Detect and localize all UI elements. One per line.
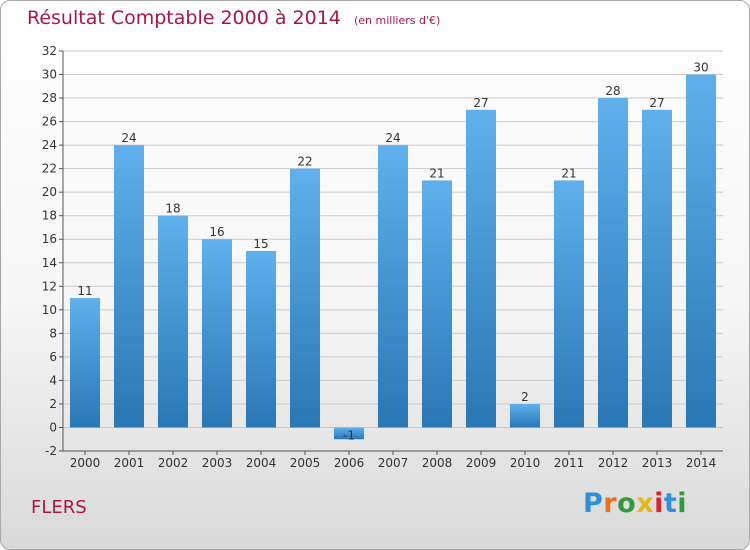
x-tick-label-2000: 2000 — [70, 456, 101, 470]
data-label-2002: 18 — [165, 202, 180, 216]
x-tick-label-2008: 2008 — [422, 456, 453, 470]
y-tick-label: 24 — [42, 138, 57, 152]
data-label-2010: 2 — [521, 390, 529, 404]
proxiti-logo: Proxiti — [583, 488, 687, 519]
bar-2014 — [686, 74, 716, 428]
x-tick-label-2009: 2009 — [466, 456, 497, 470]
y-tick-label: 12 — [42, 279, 57, 293]
data-label-2008: 21 — [429, 166, 444, 180]
x-tick-label-2010: 2010 — [510, 456, 541, 470]
y-tick-label: 22 — [42, 162, 57, 176]
y-tick-label: 18 — [42, 209, 57, 223]
logo-letter: x — [636, 488, 655, 519]
x-tick-label-2014: 2014 — [686, 456, 717, 470]
y-tick-label: -2 — [45, 444, 57, 458]
x-tick-label-2003: 2003 — [202, 456, 233, 470]
logo-letter: o — [617, 488, 637, 519]
bar-2005 — [290, 168, 320, 428]
y-tick-label: 2 — [49, 397, 57, 411]
logo-letter: P — [583, 488, 604, 519]
y-tick-label: 4 — [49, 373, 57, 387]
logo-letter: r — [603, 488, 618, 519]
bar-2003 — [202, 239, 232, 428]
data-label-2004: 15 — [253, 237, 268, 251]
data-label-2003: 16 — [209, 225, 224, 239]
x-tick-label-2013: 2013 — [642, 456, 673, 470]
x-tick-label-2005: 2005 — [290, 456, 321, 470]
x-tick-label-2004: 2004 — [246, 456, 277, 470]
y-tick-label: 0 — [49, 420, 57, 434]
y-tick-label: 30 — [42, 68, 57, 82]
bar-2002 — [158, 215, 188, 428]
y-tick-label: 10 — [42, 303, 57, 317]
y-tick-label: 14 — [42, 256, 57, 270]
chart-header: Résultat Comptable 2000 à 2014 (en milli… — [27, 7, 440, 29]
bar-2009 — [466, 109, 496, 428]
x-tick-label-2001: 2001 — [114, 456, 145, 470]
x-tick-label-2002: 2002 — [158, 456, 189, 470]
logo-letter: i — [654, 488, 664, 519]
chart-units: (en milliers d'€) — [353, 14, 441, 27]
data-label-2009: 27 — [473, 96, 488, 110]
data-label-2012: 28 — [605, 84, 620, 98]
bar-2000 — [70, 298, 100, 428]
y-tick-label: 28 — [42, 91, 57, 105]
bar-2004 — [246, 251, 276, 428]
bar-2012 — [598, 98, 628, 428]
bar-2011 — [554, 180, 584, 428]
bar-2008 — [422, 180, 452, 428]
bar-2001 — [114, 145, 144, 428]
town-name: FLERS — [31, 497, 87, 518]
x-tick-label-2007: 2007 — [378, 456, 409, 470]
bar-2013 — [642, 109, 672, 428]
data-label-2000: 11 — [77, 284, 92, 298]
data-label-2005: 22 — [297, 155, 312, 169]
x-tick-label-2011: 2011 — [554, 456, 585, 470]
logo-letter: i — [677, 488, 688, 519]
y-tick-label: 32 — [42, 44, 57, 58]
y-tick-label: 26 — [42, 115, 57, 129]
data-label-2006: -1 — [343, 428, 355, 442]
x-tick-label-2012: 2012 — [598, 456, 629, 470]
data-label-2011: 21 — [561, 166, 576, 180]
chart-title: Résultat Comptable 2000 à 2014 — [27, 7, 341, 29]
y-tick-label: 6 — [49, 350, 57, 364]
y-tick-label: 16 — [42, 232, 57, 246]
y-tick-label: 20 — [42, 185, 57, 199]
data-label-2007: 24 — [385, 131, 400, 145]
y-tick-label: 8 — [49, 326, 57, 340]
data-label-2001: 24 — [121, 131, 136, 145]
data-label-2013: 27 — [649, 96, 664, 110]
x-tick-label-2006: 2006 — [334, 456, 365, 470]
bar-2007 — [378, 145, 408, 428]
bar-2006 — [334, 427, 364, 440]
data-label-2014: 30 — [693, 61, 708, 75]
logo-letter: t — [663, 488, 678, 519]
bar-2010 — [510, 403, 540, 428]
